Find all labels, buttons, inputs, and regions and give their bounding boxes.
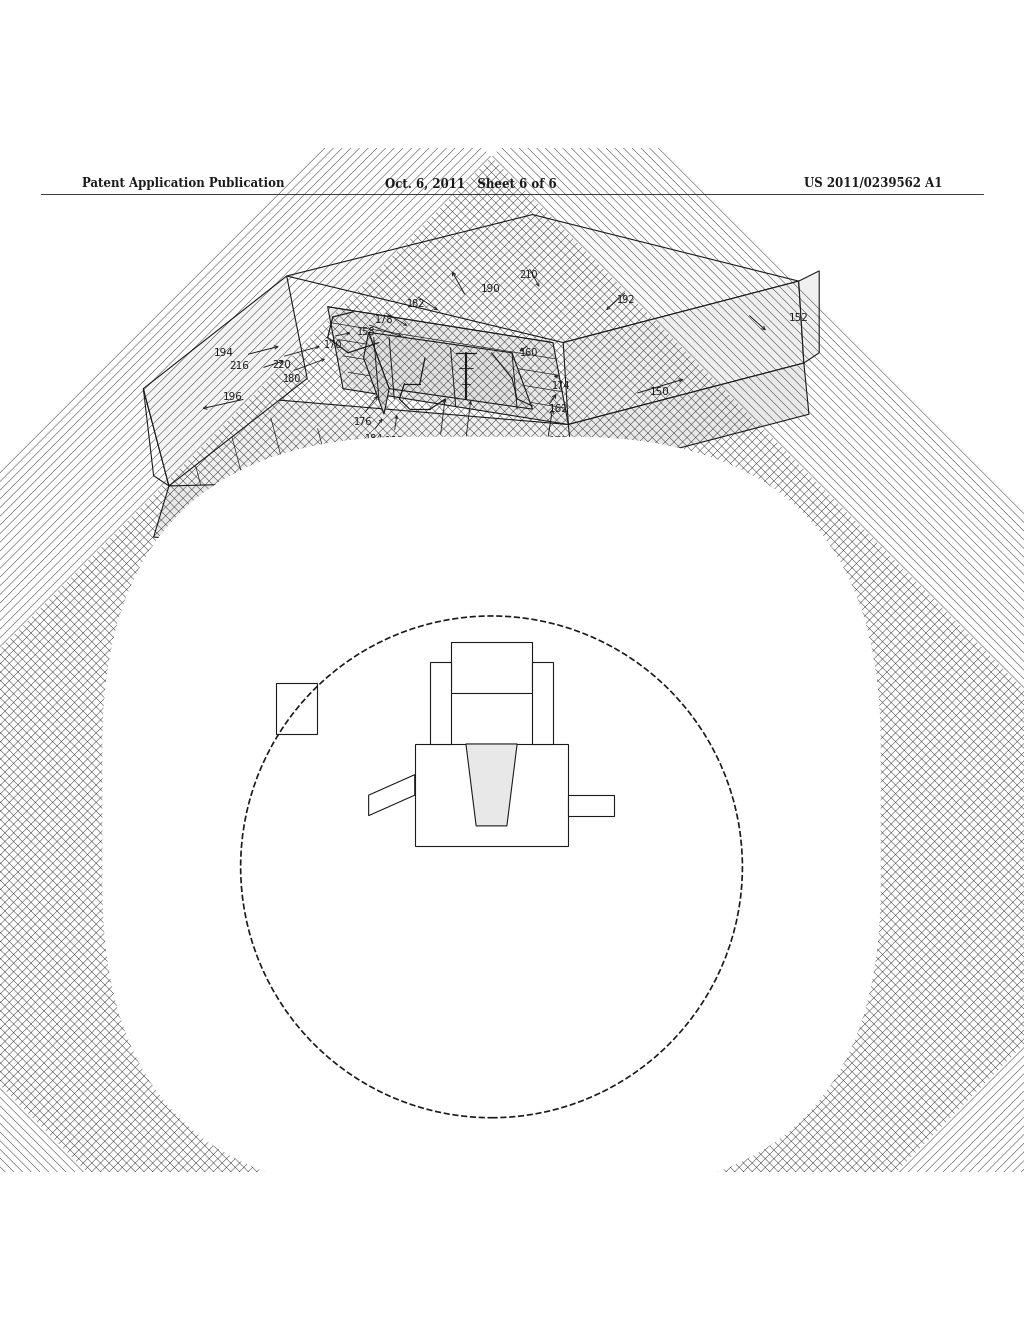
Text: 296: 296: [307, 1036, 328, 1045]
Text: 164: 164: [457, 442, 475, 451]
Polygon shape: [568, 795, 614, 816]
Text: 272: 272: [548, 642, 568, 652]
Text: 196: 196: [223, 392, 243, 401]
Text: 250: 250: [527, 668, 548, 677]
Text: 190: 190: [481, 284, 501, 294]
Circle shape: [241, 616, 742, 1118]
Text: 310: 310: [691, 913, 712, 923]
Bar: [399, 723, 584, 846]
Polygon shape: [451, 642, 532, 693]
Polygon shape: [364, 333, 389, 414]
Polygon shape: [369, 775, 415, 816]
Text: 290: 290: [389, 622, 410, 631]
Polygon shape: [369, 333, 532, 409]
Polygon shape: [328, 306, 568, 425]
Text: 166: 166: [385, 436, 403, 446]
Text: 180: 180: [283, 375, 301, 384]
Text: 168: 168: [431, 440, 450, 450]
Text: 174: 174: [552, 380, 570, 391]
Text: Patent Application Publication: Patent Application Publication: [82, 177, 285, 190]
Polygon shape: [563, 281, 804, 425]
Polygon shape: [276, 682, 317, 734]
Text: 316: 316: [543, 1082, 563, 1092]
Text: 192: 192: [617, 294, 636, 305]
Text: 262: 262: [548, 682, 568, 693]
Text: 270: 270: [389, 933, 410, 944]
Text: 320: 320: [246, 954, 266, 964]
Text: 320: 320: [399, 954, 420, 964]
Text: 162: 162: [549, 404, 568, 414]
Text: US 2011/0239562 A1: US 2011/0239562 A1: [804, 177, 942, 190]
Text: 268: 268: [348, 903, 369, 913]
FancyBboxPatch shape: [102, 437, 881, 1195]
Text: 260: 260: [573, 816, 594, 826]
Text: Fig. 7: Fig. 7: [426, 1134, 475, 1152]
Text: Fig. 6: Fig. 6: [487, 645, 537, 664]
Text: 210: 210: [519, 271, 538, 280]
Text: 264: 264: [466, 642, 486, 652]
Text: 276: 276: [384, 668, 404, 677]
Polygon shape: [143, 276, 307, 486]
Text: 194: 194: [214, 347, 233, 358]
Text: 269: 269: [481, 969, 502, 979]
Text: 176: 176: [354, 417, 373, 428]
Polygon shape: [568, 363, 809, 475]
Text: 292: 292: [635, 954, 655, 964]
Text: Oct. 6, 2011   Sheet 6 of 6: Oct. 6, 2011 Sheet 6 of 6: [385, 177, 557, 190]
Text: 267: 267: [620, 759, 640, 770]
Text: 252: 252: [691, 739, 712, 748]
Polygon shape: [154, 475, 573, 568]
Text: 172: 172: [549, 436, 568, 446]
Text: 274: 274: [584, 791, 604, 800]
Text: 182: 182: [407, 298, 425, 309]
Text: 152: 152: [788, 313, 808, 323]
Text: 216: 216: [229, 362, 249, 371]
Text: 184: 184: [365, 434, 383, 444]
Polygon shape: [287, 215, 799, 343]
Polygon shape: [415, 744, 568, 846]
Polygon shape: [143, 388, 594, 521]
Text: 160: 160: [520, 347, 539, 358]
Text: 178: 178: [375, 315, 393, 325]
Polygon shape: [799, 271, 819, 363]
Polygon shape: [532, 663, 553, 744]
Text: 158: 158: [357, 327, 376, 338]
Text: 170: 170: [324, 339, 342, 350]
Text: 266: 266: [425, 657, 445, 667]
Text: 150: 150: [650, 387, 670, 397]
Polygon shape: [466, 744, 517, 826]
Text: 220: 220: [272, 360, 291, 370]
Polygon shape: [430, 663, 451, 744]
Text: 294: 294: [251, 770, 271, 780]
